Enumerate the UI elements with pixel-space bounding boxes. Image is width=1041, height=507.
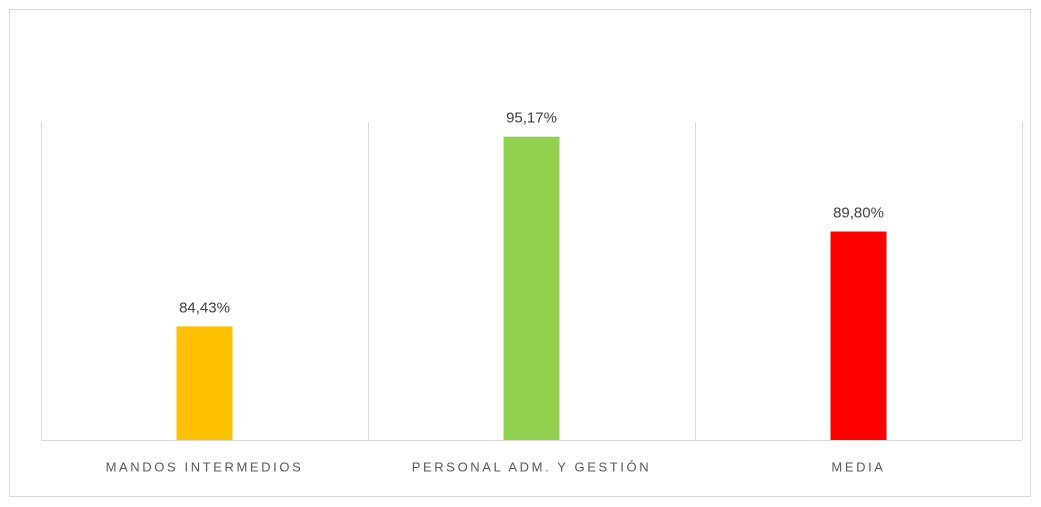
x-tick-label: MEDIA <box>831 459 885 474</box>
category-separators <box>41 122 1023 440</box>
data-label: 89,80% <box>833 205 884 222</box>
data-label: 95,17% <box>506 110 557 127</box>
x-tick-label: MANDOS INTERMEDIOS <box>106 459 304 474</box>
bar <box>176 326 233 440</box>
bar <box>830 231 887 440</box>
bar <box>503 136 560 440</box>
data-label: 84,43% <box>179 299 230 316</box>
x-tick-label: PERSONAL ADM. Y GESTIÓN <box>412 459 651 474</box>
